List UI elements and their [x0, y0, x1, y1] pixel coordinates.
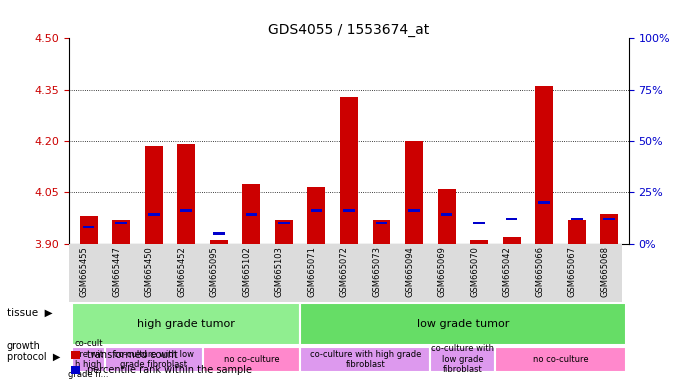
Bar [538, 201, 550, 204]
Text: low grade tumor: low grade tumor [417, 319, 509, 329]
Bar [105, 347, 202, 372]
Text: tissue  ▶: tissue ▶ [7, 308, 53, 318]
Bar [470, 240, 488, 243]
Bar [441, 214, 453, 216]
Bar [405, 141, 423, 243]
Bar [278, 222, 290, 224]
Bar [112, 220, 130, 243]
Text: GSM665102: GSM665102 [243, 247, 252, 297]
Bar [275, 220, 293, 243]
Bar [79, 216, 97, 243]
Text: high grade tumor: high grade tumor [138, 319, 235, 329]
Text: GSM665071: GSM665071 [307, 247, 316, 297]
Bar [343, 209, 354, 212]
Bar [536, 86, 553, 243]
Bar [144, 146, 162, 243]
Bar [73, 347, 105, 372]
Text: GSM665069: GSM665069 [437, 247, 446, 297]
Text: GSM665094: GSM665094 [405, 247, 414, 297]
Text: GSM665073: GSM665073 [372, 247, 381, 298]
Bar [115, 222, 127, 224]
Bar [506, 218, 518, 220]
Bar [600, 215, 618, 243]
Text: no co-culture: no co-culture [533, 355, 588, 364]
Bar [148, 214, 160, 216]
Bar [83, 226, 95, 228]
Bar [310, 209, 322, 212]
Text: co-culture with low
grade fibroblast: co-culture with low grade fibroblast [114, 349, 193, 369]
Text: co-cult
ure wit
h high
grade fi...: co-cult ure wit h high grade fi... [68, 339, 109, 379]
Text: co-culture with
low grade
fibroblast: co-culture with low grade fibroblast [431, 344, 494, 374]
Bar [178, 144, 195, 243]
Text: GSM665452: GSM665452 [178, 247, 187, 297]
Bar [202, 347, 300, 372]
Bar [495, 347, 625, 372]
Bar [210, 240, 228, 243]
Bar [243, 184, 261, 243]
Bar [503, 237, 520, 243]
Bar [430, 347, 495, 372]
Bar [408, 209, 420, 212]
Text: GSM665068: GSM665068 [600, 247, 609, 298]
Bar [603, 218, 615, 220]
Bar [376, 222, 388, 224]
Text: no co-culture: no co-culture [223, 355, 279, 364]
Text: GSM665072: GSM665072 [340, 247, 349, 297]
Bar [73, 303, 300, 345]
Text: GSM665450: GSM665450 [144, 247, 153, 297]
Bar [568, 220, 586, 243]
Bar [372, 220, 390, 243]
Bar [245, 214, 257, 216]
Bar [213, 232, 225, 235]
Text: growth
protocol  ▶: growth protocol ▶ [7, 341, 60, 362]
Text: GSM665067: GSM665067 [568, 247, 577, 298]
Bar [437, 189, 455, 243]
Bar [473, 222, 485, 224]
Bar [300, 303, 625, 345]
Bar [307, 187, 325, 243]
Bar [180, 209, 192, 212]
Bar [571, 218, 583, 220]
Bar [300, 347, 430, 372]
Text: co-culture with high grade
fibroblast: co-culture with high grade fibroblast [310, 349, 421, 369]
Title: GDS4055 / 1553674_at: GDS4055 / 1553674_at [268, 23, 430, 37]
Text: GSM665447: GSM665447 [112, 247, 121, 297]
Text: GSM665103: GSM665103 [275, 247, 284, 297]
Text: GSM665070: GSM665070 [470, 247, 479, 297]
Legend: transformed count, percentile rank within the sample: transformed count, percentile rank withi… [67, 346, 256, 379]
Bar [340, 96, 358, 243]
Text: GSM665095: GSM665095 [210, 247, 219, 297]
Text: GSM665455: GSM665455 [79, 247, 88, 297]
Text: GSM665042: GSM665042 [502, 247, 511, 297]
Text: GSM665066: GSM665066 [536, 247, 545, 298]
